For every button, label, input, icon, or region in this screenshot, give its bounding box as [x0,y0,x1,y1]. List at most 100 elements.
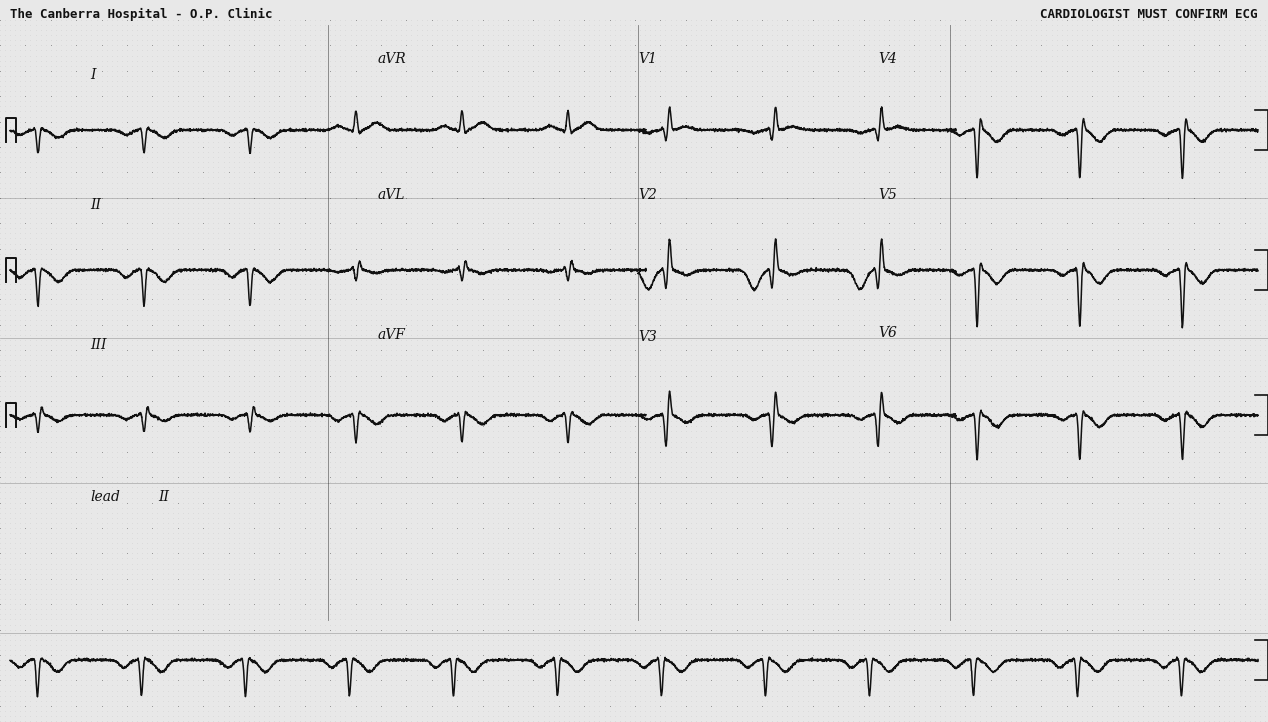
Point [274,70,294,82]
Point [1082,629,1102,640]
Point [46,349,66,361]
Point [66,192,86,204]
Point [0,172,15,183]
Point [320,446,340,458]
Point [519,639,539,651]
Point [975,172,995,183]
Point [1235,344,1255,356]
Point [345,710,365,722]
Point [803,110,823,122]
Point [132,80,152,92]
Point [559,207,579,219]
Point [924,461,945,473]
Point [848,446,869,458]
Point [1082,294,1102,305]
Point [157,684,178,696]
Point [397,344,417,356]
Point [254,274,274,285]
Point [61,619,81,630]
Point [269,85,289,97]
Point [645,232,666,244]
Point [919,309,940,321]
Point [772,502,792,513]
Point [716,527,737,539]
Point [990,492,1011,503]
Point [945,248,965,259]
Point [1132,172,1153,183]
Point [666,365,686,376]
Point [448,542,468,554]
Point [1240,222,1260,234]
Point [314,142,335,153]
Point [10,126,30,137]
Point [1066,197,1087,209]
Point [1220,416,1240,427]
Point [167,507,188,518]
Point [955,436,975,448]
Point [914,497,935,508]
Point [615,14,635,26]
Point [899,609,919,620]
Point [178,222,198,234]
Point [1077,542,1097,554]
Point [782,30,803,41]
Point [798,700,818,712]
Point [1031,172,1051,183]
Point [264,431,284,443]
Point [458,45,478,56]
Point [1193,599,1213,610]
Point [112,375,132,386]
Point [101,105,122,117]
Point [380,380,401,391]
Point [716,522,737,534]
Point [402,502,422,513]
Point [884,314,904,326]
Point [112,187,132,199]
Point [661,649,681,661]
Point [137,487,157,498]
Point [259,700,279,712]
Point [990,370,1011,381]
Point [448,497,468,508]
Point [691,289,711,300]
Point [645,75,666,87]
Point [1102,466,1122,478]
Point [20,263,41,274]
Point [853,177,874,188]
Point [691,152,711,163]
Point [1087,40,1107,51]
Point [407,380,427,391]
Point [625,100,645,112]
Point [162,314,183,326]
Point [848,695,869,707]
Point [635,14,656,26]
Point [554,619,574,630]
Point [1087,644,1107,656]
Point [818,375,838,386]
Point [1250,227,1268,239]
Point [1210,217,1230,229]
Point [380,385,401,396]
Point [818,100,838,112]
Point [980,380,1000,391]
Point [1245,339,1265,351]
Point [980,370,1000,381]
Point [208,25,228,36]
Point [345,85,365,97]
Point [10,360,30,371]
Point [320,400,340,412]
Point [1255,405,1268,417]
Point [777,14,798,26]
Point [86,344,107,356]
Point [1117,207,1137,219]
Point [314,172,335,183]
Point [909,131,929,143]
Point [945,492,965,503]
Point [691,207,711,219]
Point [625,700,645,712]
Point [701,456,721,468]
Point [41,222,61,234]
Point [1107,390,1127,401]
Point [1215,80,1235,92]
Point [1016,355,1036,366]
